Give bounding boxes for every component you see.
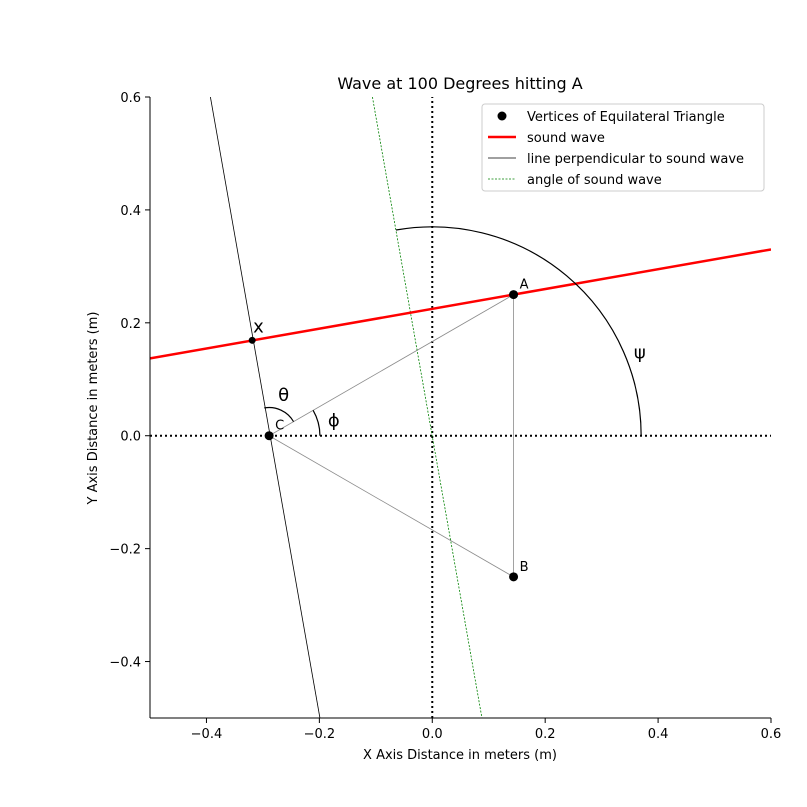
intersection-point — [248, 336, 256, 344]
legend-box — [481, 103, 765, 192]
triangle-edge — [268, 435, 514, 578]
legend: Vertices of Equilateral Triangle sound wa… — [481, 103, 765, 192]
triangle-edge — [268, 294, 514, 437]
arc-θ — [264, 406, 295, 422]
y-tick-label: 0.2 — [120, 317, 141, 332]
y-tick-label: 0.4 — [120, 204, 141, 219]
x-tick-label: 0.2 — [535, 727, 556, 742]
x-axis-label: X Axis Distance in meters (m) — [363, 748, 557, 763]
y-tick-label: 0.6 — [120, 91, 141, 106]
vertex-label-B: B — [520, 560, 529, 575]
wave-angle-line — [372, 97, 483, 718]
y-tick-label: −0.2 — [109, 543, 141, 558]
point-labels: A B Cx θ ϕ ψ — [253, 278, 646, 575]
vertex-label-C: C — [275, 419, 284, 434]
vertex-point-A — [509, 290, 519, 300]
intersection-label: x — [253, 316, 264, 337]
legend-label: sound wave — [527, 131, 605, 146]
vertex-point-B — [509, 572, 519, 582]
vertex-label-A: A — [520, 278, 529, 293]
x-tick-label: 0.0 — [422, 727, 443, 742]
x-tick-label: 0.6 — [761, 727, 782, 742]
x-tick-label: −0.4 — [191, 727, 223, 742]
sound-wave-line — [150, 248, 771, 360]
arc-ϕ — [312, 410, 321, 436]
legend-label: angle of sound wave — [527, 173, 662, 188]
axes: −0.4 −0.2 0.0 0.2 0.4 0.6 −0.4 −0.2 0.0 0.2 0.4 0.6 — [109, 91, 781, 742]
legend-label: line perpendicular to sound wave — [527, 152, 744, 167]
plot-area — [150, 97, 771, 718]
angle-label-θ: θ — [278, 385, 289, 406]
y-tick-label: 0.0 — [120, 430, 141, 445]
legend-label: Vertices of Equilateral Triangle — [527, 110, 725, 125]
y-tick-label: −0.4 — [109, 656, 141, 671]
x-tick-label: 0.4 — [648, 727, 669, 742]
y-axis-label: Y Axis Distance in meters (m) — [86, 312, 101, 506]
angle-label-ψ: ψ — [634, 343, 646, 364]
x-tick-label: −0.2 — [304, 727, 336, 742]
arc-ψ — [395, 226, 642, 436]
chart-title: Wave at 100 Degrees hitting A — [337, 74, 582, 93]
vertex-point-C — [264, 431, 274, 441]
angle-label-ϕ: ϕ — [328, 410, 340, 431]
legend-marker — [497, 111, 507, 121]
